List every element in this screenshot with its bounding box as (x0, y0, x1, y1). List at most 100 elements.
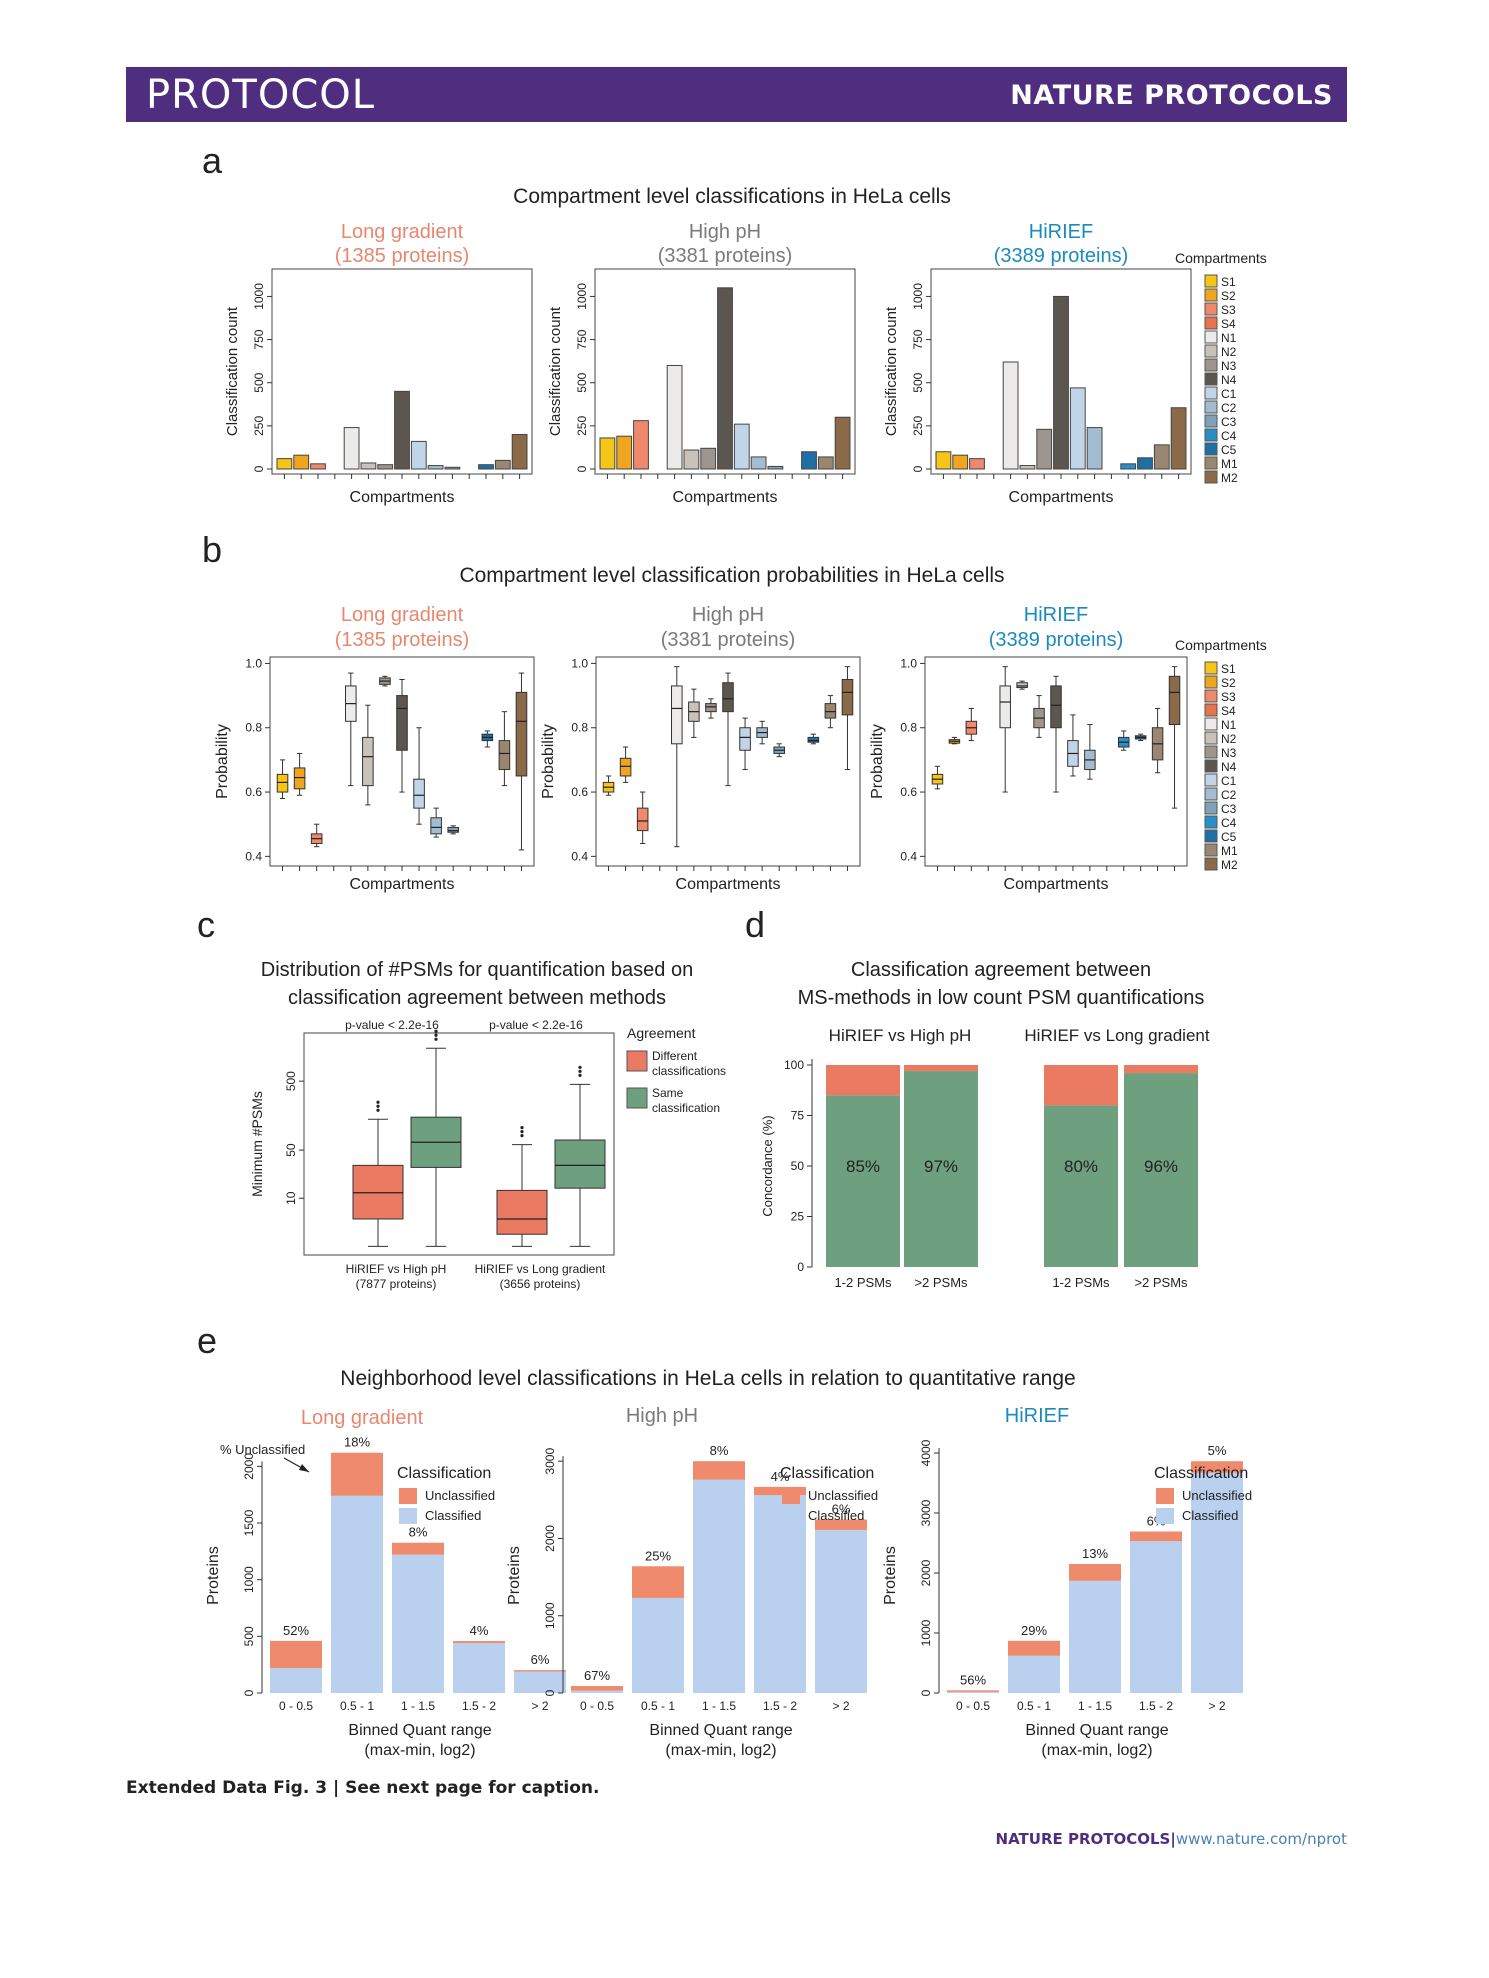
panel-c-plot-frame (303, 1032, 615, 1256)
panel-b-legend-swatch-S4 (1204, 703, 1218, 717)
panel-c-ytick-label: 10 (284, 1191, 298, 1205)
panel-c-legend-label: Different (652, 1049, 698, 1063)
panel-e-legend-label: Unclassified (425, 1488, 495, 1503)
panel-e-bar-label: 6% (531, 1652, 550, 1667)
panel-a-ytick-label: 750 (575, 329, 589, 349)
panel-a-bar-C2 (750, 456, 767, 470)
panel-e-plot-title: Long gradient (301, 1407, 424, 1429)
panel-letter-d: d (745, 904, 765, 945)
panel-b-legend-swatch-N2 (1204, 731, 1218, 745)
panel-a-legend-label-C3: C3 (1221, 415, 1237, 429)
panel-c-box (554, 1139, 606, 1189)
page-footer: NATURE PROTOCOLS|www.nature.com/nprot (996, 1830, 1347, 1848)
panel-e-ytick-label: 2000 (919, 1559, 933, 1586)
panel-e-bar-classified (453, 1643, 505, 1693)
panel-a-bar-N1 (666, 364, 683, 470)
panel-e-bar-label: 18% (344, 1435, 370, 1450)
panel-b-xlabel: Compartments (350, 876, 455, 893)
panel-b-legend-swatch-N3 (1204, 745, 1218, 759)
panel-a-bar-N3 (1036, 428, 1053, 470)
panel-d-bar-different (1044, 1065, 1118, 1106)
panel-e-legend-title: Classification (1154, 1465, 1248, 1482)
panel-e-legend-label: Classified (425, 1508, 481, 1523)
panel-c-legend-label: classifications (652, 1064, 726, 1078)
panel-e-ytick-label: 0 (919, 1689, 933, 1696)
panel-e-legend-swatch-classified (399, 1508, 417, 1524)
panel-b-box-N4 (722, 682, 734, 713)
panel-a-bar-M1 (494, 459, 511, 470)
panel-d-bar-label: 80% (1064, 1157, 1098, 1176)
panel-b-box-N1 (999, 685, 1011, 729)
panel-a-ytick-label: 250 (911, 416, 925, 436)
panel-e-xlabel-sub: (max-min, log2) (665, 1742, 776, 1759)
panel-e-xlabel-sub: (max-min, log2) (364, 1742, 475, 1759)
footer-url[interactable]: www.nature.com/nprot (1175, 1830, 1347, 1848)
panel-b-box-S1 (276, 773, 289, 793)
panel-b-legend-label-C1: C1 (1221, 774, 1237, 788)
panel-d-group-title: HiRIEF vs Long gradient (1024, 1026, 1209, 1045)
panel-b-box-M2 (515, 691, 528, 777)
panel-e-legend-swatch-unclassified (399, 1488, 417, 1504)
panel-a-legend-swatch-C5 (1204, 442, 1218, 456)
panel-a-ytick-label: 0 (911, 465, 925, 472)
panel-b-box-C2 (430, 817, 442, 835)
panel-c-outlier (520, 1130, 524, 1134)
panel-b-legend-label-C5: C5 (1221, 830, 1237, 844)
panel-b-box-M2 (1168, 675, 1181, 726)
panel-e-bar-label: 56% (960, 1672, 986, 1687)
panel-c-outlier (520, 1134, 524, 1138)
panel-b-legend-label-N3: N3 (1221, 746, 1237, 760)
panel-b-box-M1 (498, 740, 511, 771)
panel-e-bar-unclassified (392, 1542, 444, 1555)
panel-e-bar-classified (693, 1479, 745, 1693)
panel-a-legend-label-C1: C1 (1221, 387, 1237, 401)
panel-a-bar-S2 (616, 435, 633, 470)
panel-b-legend-swatch-C1 (1204, 773, 1218, 787)
panel-d-ytick-label: 100 (784, 1058, 804, 1072)
panel-c-legend-swatch-different (626, 1050, 648, 1072)
panel-a-bar-M1 (817, 456, 834, 470)
panel-a-legend-swatch-M1 (1204, 456, 1218, 470)
figure-caption: Extended Data Fig. 3 | See next page for… (126, 1778, 600, 1798)
panel-c-outlier (434, 1033, 438, 1037)
panel-a-bar-C3 (444, 466, 461, 470)
panel-d-xlabel: 1-2 PSMs (834, 1275, 892, 1290)
panel-b-box-N4 (1050, 685, 1062, 729)
panel-d-ytick-label: 75 (791, 1109, 805, 1123)
panel-a-legend-swatch-N4 (1204, 372, 1218, 386)
panel-a-ytick-label: 500 (252, 372, 266, 392)
panel-a-bar-C5 (801, 451, 817, 470)
panel-b-ytick-label: 0.8 (571, 721, 588, 735)
panel-b-box-S3 (636, 807, 649, 832)
panel-b-xlabel: Compartments (676, 876, 781, 893)
panel-e-bar-unclassified (571, 1686, 623, 1691)
panel-d-xlabel: >2 PSMs (1134, 1275, 1188, 1290)
panel-letter-a: a (202, 140, 223, 181)
panel-b-box-M2 (841, 679, 854, 716)
panel-e-unclassified-annotation: % Unclassified (220, 1442, 305, 1457)
panel-a-bar-N4 (394, 390, 410, 470)
panel-b-legend-swatch-N1 (1204, 717, 1218, 731)
panel-a-ytick-label: 1000 (911, 283, 925, 310)
panel-c-legend-title: Agreement (627, 1025, 696, 1041)
panel-e-bar-label: 6% (832, 1502, 851, 1517)
panel-d-bar-different (904, 1065, 978, 1072)
panel-d-bar-same (1044, 1105, 1118, 1267)
panel-b-box-M1 (824, 703, 837, 719)
panel-a-ylabel: Classification count (224, 306, 241, 436)
panel-a-legend-label-C4: C4 (1221, 429, 1237, 443)
panel-a-ytick-label: 750 (911, 329, 925, 349)
panel-a-legend-swatch-C4 (1204, 428, 1218, 442)
panel-b-legend-label-S3: S3 (1221, 690, 1236, 704)
panel-c-pvalue: p-value < 2.2e-16 (345, 1018, 439, 1032)
panel-b-ytick-label: 1.0 (900, 656, 917, 670)
panel-a-bar-C2 (427, 465, 444, 470)
panel-c-legend-swatch-same (626, 1087, 648, 1109)
panel-d-xlabel: 1-2 PSMs (1052, 1275, 1110, 1290)
panel-b-box-S2 (619, 757, 632, 777)
panel-a-bar-S3 (633, 420, 649, 470)
panel-e-xlabel: Binned Quant range (348, 1722, 491, 1739)
panel-a-legend-label-S2: S2 (1221, 289, 1236, 303)
panel-c-title-line1: Distribution of #PSMs for quantification… (261, 959, 693, 981)
panel-b-box-C3 (447, 826, 459, 833)
